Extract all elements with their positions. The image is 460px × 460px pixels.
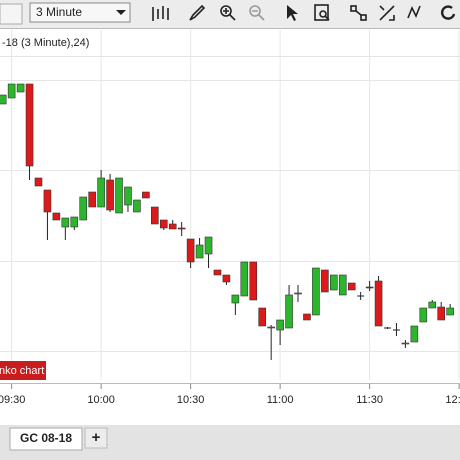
candle-body	[428, 301, 437, 309]
x-tick-label: 11:00	[267, 394, 294, 406]
candle-body	[106, 179, 114, 211]
x-tick-label: 10:30	[177, 394, 205, 406]
candle-body	[347, 282, 356, 291]
candle-body	[321, 269, 329, 293]
candle-body	[330, 274, 338, 291]
candle-body	[294, 292, 302, 295]
indicator-icon[interactable]	[407, 5, 421, 19]
properties-icon[interactable]	[350, 5, 367, 21]
zoom-out-icon[interactable]	[249, 5, 265, 21]
candle-body	[0, 94, 7, 105]
candle-body	[186, 238, 195, 263]
candle-body	[437, 306, 446, 321]
bar-type-icon[interactable]	[152, 6, 169, 21]
x-tick-label: 09:30	[0, 394, 25, 406]
add-tab-label: +	[92, 429, 101, 446]
candle-body	[70, 216, 79, 228]
candle-body	[303, 313, 311, 321]
candle-body	[151, 206, 159, 225]
candle-body	[410, 325, 419, 343]
strategy-icon[interactable]	[379, 5, 395, 21]
interval-dropdown[interactable]	[29, 2, 131, 23]
candle-body	[446, 307, 454, 316]
candle-body	[124, 186, 132, 206]
chart-label: nko chart	[0, 365, 44, 377]
candle-body	[43, 189, 52, 213]
candle-body	[401, 342, 410, 345]
candle-body	[97, 177, 105, 208]
candle-body	[115, 177, 123, 214]
add-tab-button[interactable]	[84, 427, 108, 449]
candle-body	[195, 244, 204, 259]
candle-body	[168, 223, 177, 230]
candle-body	[312, 267, 320, 316]
candle-body	[365, 286, 374, 289]
candle-body	[79, 196, 88, 221]
candle-body	[177, 227, 186, 230]
candle-body	[88, 191, 96, 208]
candle-body	[231, 294, 240, 304]
draw-icon[interactable]	[189, 4, 206, 21]
candle-body	[285, 294, 293, 329]
candle-body	[61, 217, 70, 228]
candle-body	[7, 83, 16, 99]
candle-body	[267, 326, 275, 329]
candle-body	[213, 269, 222, 276]
candle-body	[16, 83, 25, 93]
h-grid	[0, 80, 460, 352]
candle-body	[52, 212, 61, 221]
candle-body	[249, 261, 258, 301]
reload-icon[interactable]	[440, 5, 456, 20]
chart-label-box[interactable]	[0, 361, 46, 380]
dropdown-arrow	[116, 10, 126, 15]
x-tick-label: 12:00	[445, 394, 460, 406]
candle-body	[374, 280, 383, 327]
interval-text: 3 Minute	[36, 5, 82, 19]
candle-body	[419, 307, 428, 323]
candle-body	[25, 83, 34, 167]
candle-body	[222, 274, 231, 283]
zoom-in-icon[interactable]	[220, 5, 236, 21]
candle-body	[276, 319, 284, 331]
tab[interactable]	[9, 427, 83, 451]
toolbar-button[interactable]	[0, 3, 23, 25]
chart-title: -18 (3 Minute),24)	[2, 37, 89, 49]
candle-body	[133, 199, 141, 213]
pointer-icon[interactable]	[287, 5, 298, 21]
tab-label: GC 08-18	[20, 431, 72, 445]
candle-body	[240, 261, 249, 297]
candle-body	[338, 274, 347, 296]
data-box-icon[interactable]	[314, 4, 330, 21]
x-tick-label: 10:00	[87, 394, 115, 406]
candle-body	[142, 191, 150, 199]
candle-body	[34, 177, 43, 187]
candle-body	[204, 236, 213, 255]
x-tick-label: 11:30	[356, 394, 383, 406]
candle-body	[258, 307, 267, 327]
candle-body	[159, 219, 168, 229]
